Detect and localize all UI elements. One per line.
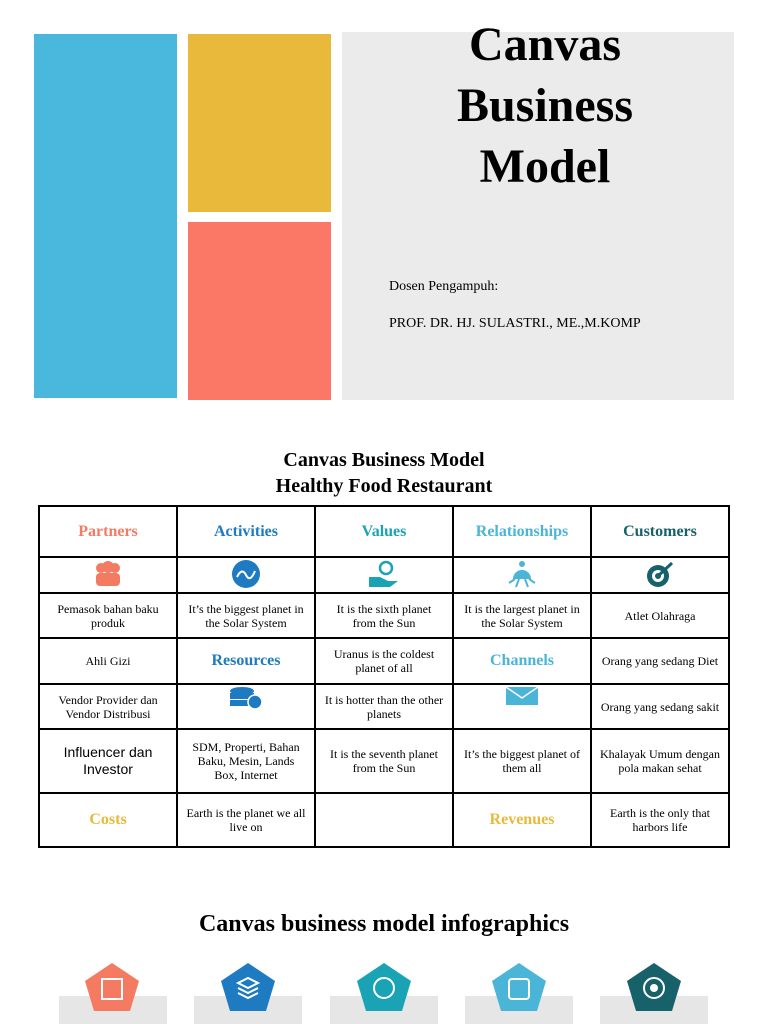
cell: Influencer dan Investor: [38, 728, 178, 794]
icon: [647, 561, 674, 587]
icon: [369, 560, 398, 587]
icon-cell: [38, 556, 178, 594]
header: Relationships: [452, 505, 592, 558]
header: Channels: [452, 637, 592, 685]
cell: It is the seventh planet from the Sun: [314, 728, 454, 794]
gray-block: [342, 32, 734, 400]
lecturer-name: PROF. DR. HJ. SULASTRI., ME.,M.KOMP: [389, 316, 641, 331]
icon: [508, 560, 536, 587]
header: Revenues: [452, 792, 592, 848]
icon-cell: [176, 683, 316, 730]
cell: [314, 792, 454, 848]
cell: Ahli Gizi: [38, 637, 178, 685]
icon: [232, 559, 260, 588]
cell: Orang yang sedang sakit: [590, 683, 730, 730]
icon-cell: [452, 556, 592, 594]
yellow-block: [188, 34, 331, 212]
canvas-subtitle: Healthy Food Restaurant: [275, 475, 493, 497]
canvas-title: Canvas Business Model: [283, 449, 485, 471]
header: Partners: [38, 505, 178, 558]
red-block: [188, 222, 331, 400]
infographics: [59, 963, 708, 1024]
cell: Khalayak Umum dengan pola makan sehat: [590, 728, 730, 794]
canvas-table: Partners Activities Values Relationships…: [38, 505, 730, 848]
cell: Earth is the only that harbors life: [590, 792, 730, 848]
icon: [96, 560, 120, 586]
cell: Orang yang sedang Diet: [590, 637, 730, 685]
cell: Atlet Olahraga: [590, 592, 730, 639]
header: Resources: [176, 637, 316, 685]
header: Values: [314, 505, 454, 558]
pentagons: [85, 963, 681, 1011]
cell: Vendor Provider dan Vendor Distribusi: [38, 683, 178, 730]
cell: It is hotter than the other planets: [314, 683, 454, 730]
icon-cell: [176, 556, 316, 594]
blue-block: [34, 34, 177, 398]
header: Activities: [176, 505, 316, 558]
cell: Pemasok bahan baku produk: [38, 592, 178, 639]
header: Customers: [590, 505, 730, 558]
cover-title: Canvas Business Model: [456, 18, 634, 193]
infographics-title: Canvas business model infographics: [198, 911, 570, 937]
lecturer-label: Dosen Pengampuh:: [389, 279, 499, 294]
icon-cell: [590, 556, 730, 594]
cell: SDM, Properti, Bahan Baku, Mesin, Lands …: [176, 728, 316, 794]
cell: Uranus is the coldest planet of all: [314, 637, 454, 685]
cell: It is the sixth planet from the Sun: [314, 592, 454, 639]
icon: [505, 686, 539, 705]
cell: It is the largest planet in the Solar Sy…: [452, 592, 592, 639]
header: Costs: [38, 792, 178, 848]
cell: It’s the biggest planet in the Solar Sys…: [176, 592, 316, 639]
icon-cell: [452, 683, 592, 730]
icon: [230, 687, 263, 710]
cell: It’s the biggest planet of them all: [452, 728, 592, 794]
cell: Earth is the planet we all live on: [176, 792, 316, 848]
icon-cell: [314, 556, 454, 594]
